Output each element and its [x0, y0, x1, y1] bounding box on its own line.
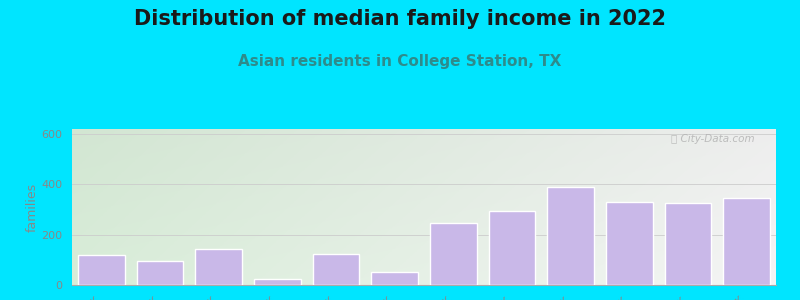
- Bar: [313, 254, 359, 285]
- Text: ⛳ City-Data.com: ⛳ City-Data.com: [671, 134, 755, 144]
- Bar: [489, 211, 535, 285]
- Bar: [665, 203, 711, 285]
- Text: Distribution of median family income in 2022: Distribution of median family income in …: [134, 9, 666, 29]
- Y-axis label: families: families: [26, 182, 38, 232]
- Bar: [547, 187, 594, 285]
- Bar: [430, 224, 477, 285]
- Bar: [606, 202, 653, 285]
- Text: Asian residents in College Station, TX: Asian residents in College Station, TX: [238, 54, 562, 69]
- Bar: [371, 272, 418, 285]
- Bar: [78, 255, 125, 285]
- Bar: [195, 248, 242, 285]
- Bar: [254, 279, 301, 285]
- Bar: [137, 261, 183, 285]
- Bar: [723, 198, 770, 285]
